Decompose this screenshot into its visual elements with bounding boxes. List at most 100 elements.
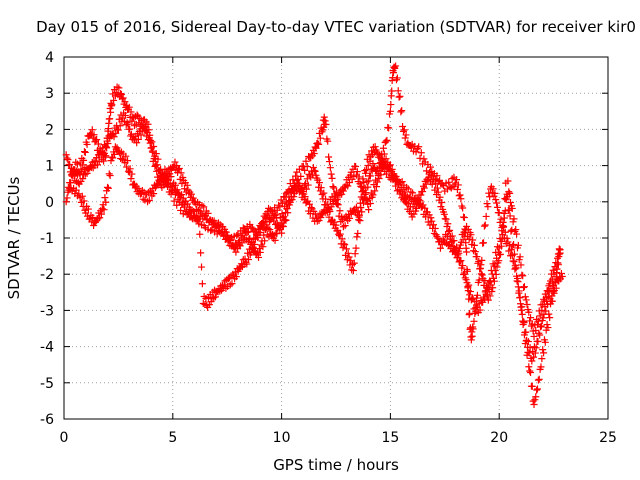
data-point: [318, 191, 326, 199]
data-point: [548, 275, 556, 283]
data-point: [80, 156, 88, 164]
data-point: [353, 233, 361, 241]
data-point: [486, 292, 494, 300]
data-point: [478, 256, 486, 264]
data-point: [338, 235, 346, 243]
x-axis-label: GPS time / hours: [273, 456, 399, 474]
data-point: [102, 198, 110, 206]
data-point: [248, 224, 256, 232]
y-tick-label: -2: [40, 267, 54, 283]
data-point: [119, 94, 127, 102]
data-point: [434, 188, 442, 196]
data-point: [487, 266, 495, 274]
data-point: [530, 401, 538, 409]
data-point: [553, 265, 561, 273]
data-point: [328, 174, 336, 182]
data-point: [469, 236, 477, 244]
data-point: [436, 193, 444, 201]
data-point: [95, 158, 103, 166]
data-point: [512, 226, 520, 234]
data-point: [510, 250, 518, 258]
data-point: [533, 315, 541, 323]
data-point: [432, 231, 440, 239]
data-point: [498, 227, 506, 235]
y-axis-label: SDTVAR / TECUs: [5, 176, 23, 299]
data-point: [459, 204, 467, 212]
data-point: [453, 243, 461, 251]
data-point: [232, 248, 240, 256]
data-point: [320, 113, 328, 121]
data-point: [520, 283, 528, 291]
data-point: [558, 273, 566, 281]
data-point: [116, 122, 124, 130]
data-point: [525, 349, 533, 357]
data-point: [94, 140, 102, 148]
data-point: [448, 232, 456, 240]
data-point: [126, 165, 134, 173]
data-point: [117, 90, 125, 98]
data-point: [104, 184, 112, 192]
data-point: [180, 201, 188, 209]
data-point: [502, 196, 510, 204]
series-track-c: [64, 143, 564, 340]
data-point: [499, 231, 507, 239]
data-point: [200, 203, 208, 211]
data-point: [480, 239, 488, 247]
data-point: [467, 231, 475, 239]
data-point: [83, 140, 91, 148]
data-point: [445, 228, 453, 236]
data-point: [532, 344, 540, 352]
data-point: [467, 336, 475, 344]
data-point: [398, 178, 406, 186]
data-point: [198, 280, 206, 288]
data-point: [465, 281, 473, 289]
data-point: [261, 237, 269, 245]
data-point: [484, 203, 492, 211]
data-point: [301, 166, 309, 174]
data-point: [154, 167, 162, 175]
data-point: [528, 357, 536, 365]
data-point: [341, 241, 349, 249]
data-point: [462, 276, 470, 284]
data-point: [482, 212, 490, 220]
data-point: [515, 289, 523, 297]
x-tick-label: 25: [599, 430, 617, 446]
data-point: [453, 253, 461, 261]
data-point: [464, 282, 472, 290]
data-point: [144, 120, 152, 128]
data-point: [495, 209, 503, 217]
data-point: [505, 206, 513, 214]
data-point: [317, 184, 325, 192]
data-point: [459, 262, 467, 270]
data-point: [411, 200, 419, 208]
data-point: [514, 241, 522, 249]
data-point: [106, 172, 114, 180]
data-point: [312, 144, 320, 152]
data-point: [543, 321, 551, 329]
data-point: [171, 158, 179, 166]
data-point: [107, 108, 115, 116]
x-tick-label: 15: [381, 430, 399, 446]
data-point: [148, 147, 156, 155]
x-tick-label: 0: [60, 430, 69, 446]
data-point: [398, 107, 406, 115]
data-point: [325, 153, 333, 161]
data-point: [533, 320, 541, 328]
data-point: [336, 230, 344, 238]
x-tick-label: 20: [490, 430, 508, 446]
data-point: [72, 186, 80, 194]
data-point: [456, 191, 464, 199]
data-point: [530, 332, 538, 340]
data-point: [493, 199, 501, 207]
data-point: [537, 363, 545, 371]
data-point: [531, 349, 539, 357]
data-point: [506, 189, 514, 197]
data-point: [256, 248, 264, 256]
data-point: [255, 228, 263, 236]
data-point: [93, 136, 101, 144]
data-point: [433, 233, 441, 241]
data-point: [245, 256, 253, 264]
data-point: [167, 173, 175, 181]
data-point: [194, 213, 202, 221]
data-point: [392, 62, 400, 70]
